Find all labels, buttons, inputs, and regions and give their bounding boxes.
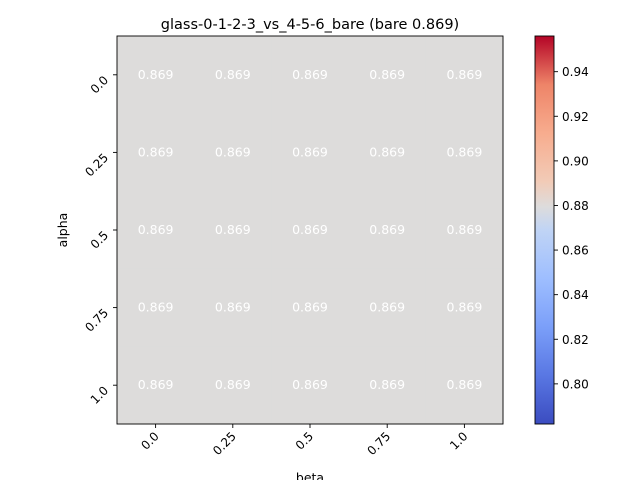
heatmap-cell — [348, 268, 427, 347]
x-axis-label: beta — [296, 470, 324, 480]
cell-value-label: 0.869 — [369, 222, 405, 237]
colorbar-tick-label: 0.94 — [562, 65, 589, 79]
cell-value-label: 0.869 — [138, 67, 174, 82]
heatmap-cell — [117, 268, 195, 347]
heatmap-cell — [194, 346, 272, 425]
y-axis-ticks: 0.0 0.25 0.5 0.75 1.0 — [82, 73, 117, 407]
heatmap-cell-labels: 0.869 0.869 0.869 0.869 0.869 0.869 0.869 0.869… — [138, 67, 483, 392]
colorbar — [534, 35, 555, 425]
heatmap-cell — [271, 36, 350, 115]
cell-value-label: 0.869 — [447, 300, 483, 315]
cell-value-label: 0.869 — [215, 144, 251, 159]
cell-value-label: 0.869 — [369, 377, 405, 392]
cell-value-label: 0.869 — [138, 222, 174, 237]
cell-value-label: 0.869 — [369, 67, 405, 82]
colorbar-tick-label: 0.86 — [562, 244, 589, 258]
cell-value-label: 0.869 — [292, 144, 328, 159]
heatmap-cell — [425, 191, 504, 270]
heatmap-cell — [425, 113, 504, 192]
cell-value-label: 0.869 — [215, 222, 251, 237]
cell-value-label: 0.869 — [138, 144, 174, 159]
heatmap-cell — [271, 268, 350, 347]
heatmap-cell — [117, 346, 195, 425]
x-tick-label: 0.0 — [138, 429, 161, 452]
heatmap-cell — [194, 191, 272, 270]
x-tick-label: 0.5 — [293, 429, 316, 452]
heatmap-cell — [194, 36, 272, 115]
y-tick-label: 0.25 — [82, 151, 111, 180]
y-tick-label: 1.0 — [88, 383, 111, 406]
colorbar-tick-label: 0.88 — [562, 199, 589, 213]
cell-value-label: 0.869 — [292, 300, 328, 315]
y-axis-label: alpha — [55, 213, 70, 248]
x-axis-ticks: 0.0 0.25 0.5 0.75 1.0 — [138, 424, 471, 458]
heatmap-cells — [117, 36, 504, 425]
colorbar-tick-label: 0.90 — [562, 154, 589, 168]
cell-value-label: 0.869 — [215, 377, 251, 392]
heatmap-cell — [117, 36, 195, 115]
heatmap-cell — [425, 268, 504, 347]
colorbar-ticks: 0.80 0.82 0.84 0.86 0.88 0.90 0.92 0.94 — [554, 65, 589, 391]
cell-value-label: 0.869 — [292, 67, 328, 82]
heatmap-cell — [348, 36, 427, 115]
heatmap-cell — [117, 191, 195, 270]
heatmap-cell — [425, 36, 504, 115]
cell-value-label: 0.869 — [138, 377, 174, 392]
x-tick-label: 1.0 — [447, 429, 470, 452]
cell-value-label: 0.869 — [447, 222, 483, 237]
cell-value-label: 0.869 — [292, 377, 328, 392]
cell-value-label: 0.869 — [292, 222, 328, 237]
heatmap-cell — [271, 113, 350, 192]
heatmap-cell — [271, 191, 350, 270]
heatmap-cell — [271, 346, 350, 425]
cell-value-label: 0.869 — [138, 300, 174, 315]
heatmap-cell — [194, 268, 272, 347]
heatmap-cell — [348, 346, 427, 425]
cell-value-label: 0.869 — [447, 144, 483, 159]
x-tick-label: 0.75 — [365, 429, 394, 458]
colorbar-tick-label: 0.80 — [562, 377, 589, 391]
heatmap-cell — [425, 346, 504, 425]
y-tick-label: 0.75 — [82, 306, 111, 335]
y-tick-label: 0.0 — [88, 73, 111, 96]
x-tick-label: 0.25 — [210, 429, 239, 458]
heatmap-cell — [348, 191, 427, 270]
heatmap-cell — [117, 113, 195, 192]
cell-value-label: 0.869 — [447, 377, 483, 392]
colorbar-tick-label: 0.92 — [562, 110, 589, 124]
chart-title: glass-0-1-2-3_vs_4-5-6_bare (bare 0.869) — [161, 17, 459, 33]
heatmap-cell — [194, 113, 272, 192]
cell-value-label: 0.869 — [215, 300, 251, 315]
cell-value-label: 0.869 — [215, 67, 251, 82]
heatmap-cell — [348, 113, 427, 192]
colorbar-tick-label: 0.82 — [562, 333, 589, 347]
cell-value-label: 0.869 — [447, 67, 483, 82]
cell-value-label: 0.869 — [369, 144, 405, 159]
colorbar-tick-label: 0.84 — [562, 288, 589, 302]
cell-value-label: 0.869 — [369, 300, 405, 315]
y-tick-label: 0.5 — [88, 228, 111, 251]
